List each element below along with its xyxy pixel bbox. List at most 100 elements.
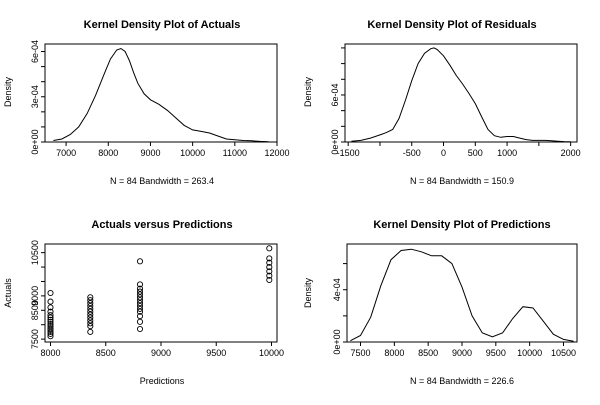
residuals-density-panel: Kernel Density Plot of Residuals N = 84 …: [303, 19, 581, 186]
residuals-density-ylabel: Density: [303, 76, 313, 107]
scatter-point: [47, 323, 54, 330]
actuals-density-ytick-label: 3e-04: [30, 85, 40, 108]
scatter-point: [136, 291, 144, 298]
residuals-density-ytick-label: 0e+00: [330, 129, 340, 154]
scatter-xtick-label: 9500: [206, 348, 226, 358]
actuals-density-ytick-label: 0e+00: [30, 129, 40, 154]
scatter-point: [266, 268, 273, 275]
scatter-point: [47, 326, 54, 333]
predictions-density-xlabel: N = 84 Bandwidth = 226.6: [410, 376, 514, 386]
actuals-density-ylabel: Density: [3, 76, 13, 107]
residuals-density-xtick-label: 1000: [497, 148, 517, 158]
actuals-density-panel: Kernel Density Plot of Actuals N = 84 Ba…: [3, 19, 290, 186]
scatter-point: [87, 300, 94, 307]
scatter-point: [87, 308, 94, 315]
scatter-xtick-label: 8500: [96, 348, 116, 358]
scatter-point: [87, 323, 94, 330]
predictions-density-panel: Kernel Density Plot of Predictions N = 8…: [303, 219, 578, 386]
scatter-ytick-label: 9000: [30, 286, 40, 306]
scatter-ytick-label: 7500: [30, 329, 40, 349]
scatter-ytick-label: 8500: [30, 300, 40, 320]
predictions-density-ylabel: Density: [303, 277, 313, 308]
predictions-density-xtick-label: 10000: [517, 348, 542, 358]
scatter-title: Actuals versus Predictions: [91, 219, 232, 231]
scatter-point: [136, 300, 144, 307]
scatter-point: [136, 285, 144, 292]
scatter-point: [47, 316, 54, 323]
scatter-ylabel: Actuals: [3, 278, 13, 308]
scatter-point: [136, 313, 144, 320]
scatter-point: [266, 264, 273, 271]
scatter-point: [47, 318, 54, 325]
scatter-point: [136, 288, 144, 295]
scatter-point: [87, 294, 94, 301]
scatter-point: [87, 311, 94, 318]
predictions-density-xtick-label: 8000: [384, 348, 404, 358]
scatter-ytick-label: 10500: [30, 240, 40, 265]
scatter-point: [47, 321, 54, 328]
residuals-density-xlabel: N = 84 Bandwidth = 150.9: [410, 176, 514, 186]
scatter-point: [136, 302, 144, 310]
scatter-point: [47, 325, 54, 332]
residuals-density-title: Kernel Density Plot of Residuals: [367, 19, 536, 31]
scatter-point: [47, 314, 54, 321]
predictions-density-xtick-label: 9500: [486, 348, 506, 358]
predictions-density-curve: [350, 248, 574, 342]
scatter-point: [47, 304, 54, 311]
scatter-point: [266, 276, 273, 284]
residuals-density-xtick-label: 500: [468, 148, 483, 158]
scatter-xlabel: Predictions: [140, 376, 185, 386]
scatter-point: [87, 305, 94, 312]
actuals-density-xtick-label: 9000: [140, 148, 160, 158]
scatter-point: [87, 314, 94, 321]
actuals-density-title: Kernel Density Plot of Actuals: [84, 19, 241, 31]
scatter-point: [47, 328, 54, 335]
actuals-density-xtick-label: 10000: [180, 148, 205, 158]
residuals-density-plot-frame: [344, 43, 578, 143]
scatter-point: [47, 298, 54, 305]
scatter-point: [47, 333, 54, 340]
scatter-point: [47, 289, 54, 297]
scatter-xtick-label: 9000: [151, 348, 171, 358]
scatter-point: [266, 259, 273, 266]
scatter-point: [87, 328, 94, 335]
predictions-density-xtick-label: 10500: [551, 348, 576, 358]
scatter-point: [47, 308, 54, 315]
actuals-density-curve: [53, 47, 269, 143]
scatter-point: [47, 312, 54, 319]
scatter-point: [136, 305, 144, 312]
scatter-point: [136, 325, 144, 333]
residuals-density-xtick-label: -500: [403, 148, 421, 158]
actuals-density-xtick-label: 7000: [56, 148, 76, 158]
scatter-point: [266, 272, 273, 279]
actuals-density-ytick-label: 6e-04: [30, 40, 40, 63]
actuals-density-xtick-label: 12000: [264, 148, 289, 158]
scatter-point: [136, 318, 144, 325]
residuals-density-xtick-label: 0: [441, 148, 446, 158]
scatter-point: [47, 330, 54, 337]
scatter-point: [87, 302, 94, 310]
predictions-density-plot-frame: [346, 243, 578, 343]
actuals-density-plot-frame: [44, 43, 278, 143]
scatter-plot-frame: [44, 243, 278, 343]
actuals-density-xtick-label: 8000: [98, 148, 118, 158]
scatter-xtick-label: 10000: [259, 348, 284, 358]
actuals-density-xlabel: N = 84 Bandwidth = 263.4: [110, 176, 214, 186]
actuals-density-xtick-label: 11000: [223, 148, 247, 158]
scatter-point: [87, 297, 94, 304]
predictions-density-xtick-label: 9000: [452, 348, 472, 358]
predictions-density-ytick-label: 0e+00: [332, 329, 342, 354]
scatter-point: [136, 308, 144, 315]
scatter-point: [87, 320, 94, 327]
scatter-point: [136, 294, 144, 301]
scatter-point: [136, 258, 144, 265]
scatter-point: [136, 297, 144, 304]
predictions-density-ytick-label: 4e-04: [332, 278, 342, 301]
residuals-density-ytick-label: 6e-04: [330, 83, 340, 106]
scatter-point: [266, 255, 273, 262]
residuals-density-curve: [351, 47, 571, 143]
scatter-point: [266, 245, 273, 252]
actuals-vs-predictions-panel: Actuals versus Predictions Predictions A…: [3, 219, 284, 386]
